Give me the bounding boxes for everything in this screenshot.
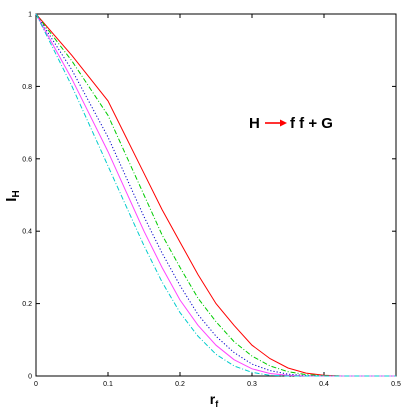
x-axis-label: rf [210, 391, 219, 409]
annotation-left: H [249, 115, 260, 132]
y-tick-label: 0.6 [22, 156, 32, 163]
reaction-annotation: H f f + G [249, 115, 333, 132]
x-tick-label: 0.4 [319, 381, 329, 388]
ticks: 0 0.1 0.2 0.3 0.4 0.5 0 0.2 0.4 0.6 0.8 1 [22, 12, 401, 389]
x-tick-label: 0.2 [175, 381, 185, 388]
x-tick-label: 0 [34, 381, 38, 388]
x-tick-label: 0.5 [391, 381, 401, 388]
plot-frame [35, 13, 397, 377]
y-axis-label: IH [3, 190, 22, 201]
x-tick-label: 0.3 [247, 381, 257, 388]
y-axis-label-group: IH [3, 190, 22, 201]
annotation-arrow-head [280, 119, 287, 127]
series-line-5 [35, 13, 396, 377]
annotation-right: f f + G [290, 115, 333, 132]
y-tick-label: 0.4 [22, 229, 32, 236]
y-tick-label: 1 [28, 12, 32, 19]
y-tick-label: 0.8 [22, 84, 32, 91]
y-tick-label: 0 [28, 374, 32, 381]
series-layer [35, 13, 396, 377]
y-tick-label: 0.2 [22, 301, 32, 308]
series-line-2 [35, 13, 396, 377]
series-line-3 [35, 13, 396, 377]
x-tick-label: 0.1 [103, 381, 113, 388]
